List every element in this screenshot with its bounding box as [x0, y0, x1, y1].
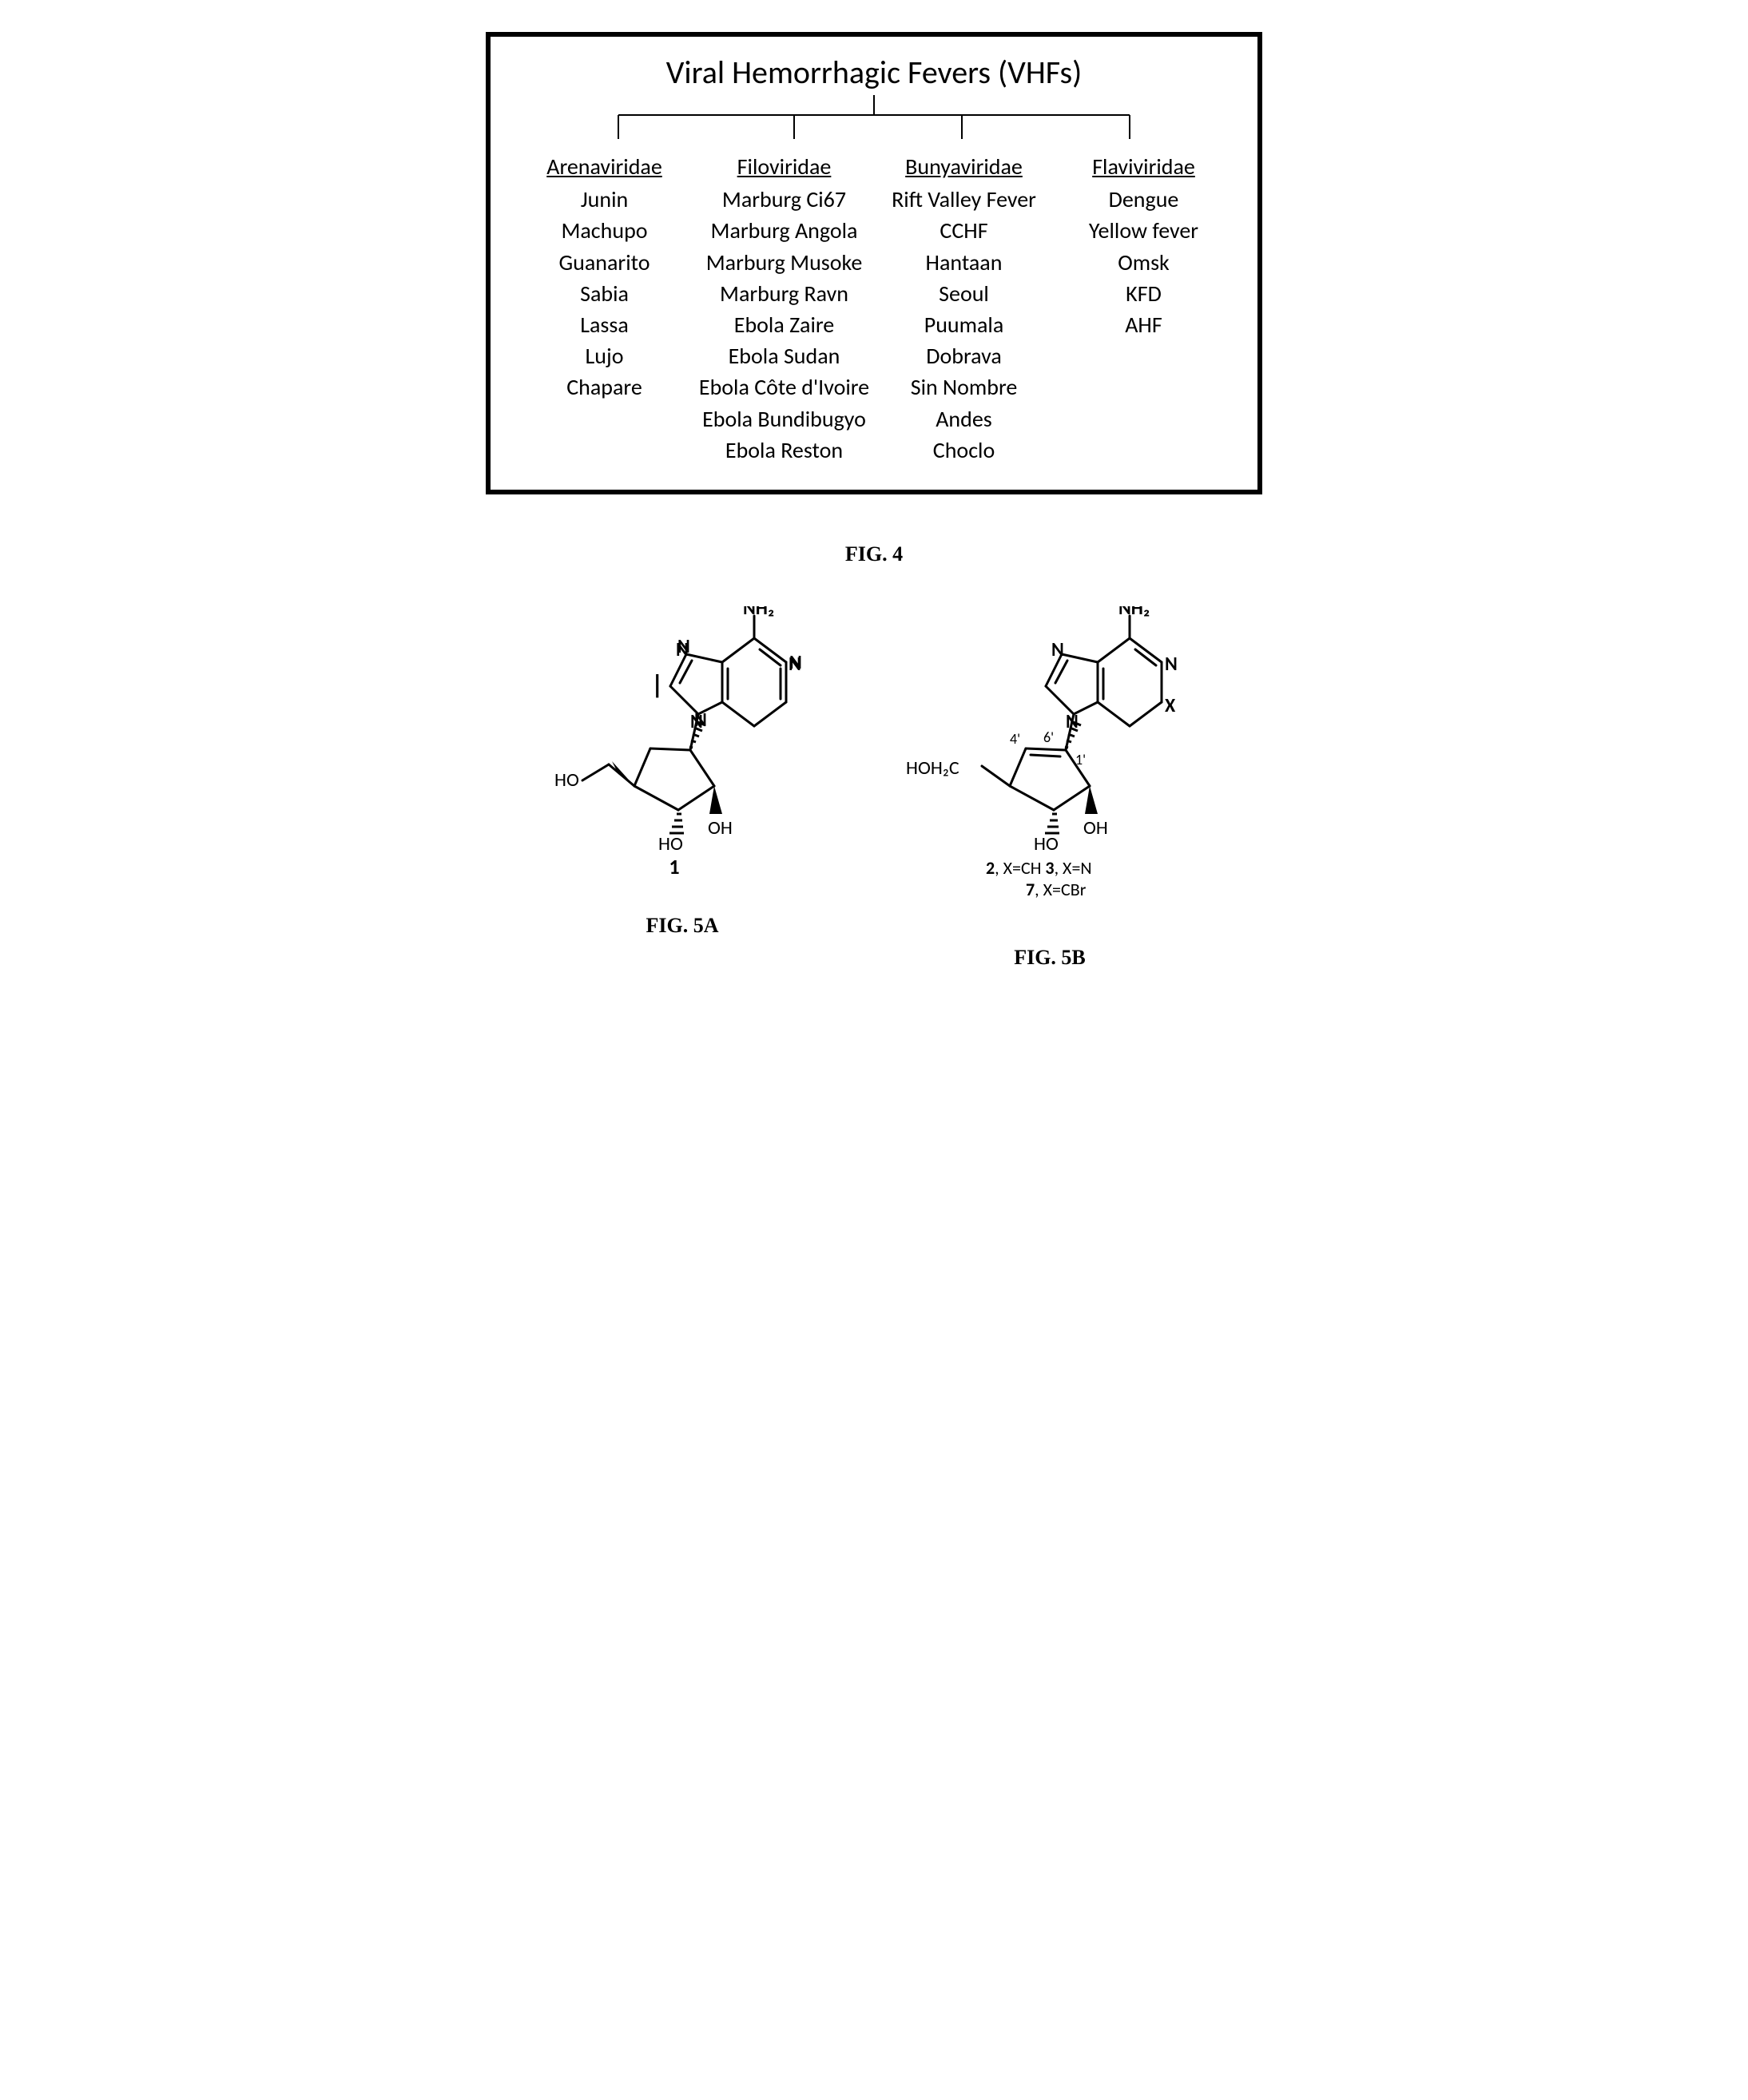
pos-1prime: 1': [1075, 751, 1086, 768]
col-filoviridae: Filoviridae Marburg Ci67 Marburg Angola …: [694, 151, 874, 466]
oh2-label: OH: [708, 816, 733, 840]
svg-text:N: N: [1165, 653, 1178, 676]
list-item: AHF: [1054, 309, 1234, 340]
list-item: Ebola Sudan: [694, 340, 874, 371]
compound-1-label: 1: [669, 854, 679, 878]
fig5a-caption: FIG. 5A: [538, 914, 826, 938]
list-item: Lassa: [514, 309, 694, 340]
list-item: Hantaan: [874, 247, 1054, 278]
list-item: Dengue: [1054, 184, 1234, 215]
list-item: CCHF: [874, 215, 1054, 246]
fig4-columns: Arenaviridae Junin Machupo Guanarito Sab…: [514, 151, 1234, 466]
nh2-label: NH₂: [743, 606, 774, 620]
fig5a-structure: NH₂ N N N ⎮ HO HO OH 1 N N N: [538, 606, 826, 878]
list-item: Seoul: [874, 278, 1054, 309]
fig4-tree-connector: [546, 95, 1202, 143]
svg-text:X: X: [1165, 694, 1176, 717]
svg-text:N: N: [690, 710, 703, 733]
list-item: Yellow fever: [1054, 215, 1234, 246]
list-item: Andes: [874, 403, 1054, 435]
list-item: Omsk: [1054, 247, 1234, 278]
fig5b-structure: NH₂ N N N X HOH₂C HO OH 1' 4' 6' 2, X=CH…: [890, 606, 1210, 910]
col-header: Arenaviridae: [514, 151, 694, 182]
oh3-label: HO: [658, 832, 683, 855]
svg-text:N: N: [1066, 710, 1079, 733]
col-bunyaviridae: Bunyaviridae Rift Valley Fever CCHF Hant…: [874, 151, 1054, 466]
list-item: Sabia: [514, 278, 694, 309]
svg-text:⎮: ⎮: [652, 673, 662, 698]
svg-text:2, X=CH 3, X=N: 2, X=CH 3, X=N: [986, 857, 1092, 879]
list-item: Choclo: [874, 435, 1054, 466]
fig4-caption: FIG. 4: [32, 542, 1716, 566]
list-item: Puumala: [874, 309, 1054, 340]
svg-text:N: N: [1051, 638, 1064, 661]
fig4-title: Viral Hemorrhagic Fevers (VHFs): [514, 53, 1234, 92]
col-flaviviridae: Flaviviridae Dengue Yellow fever Omsk KF…: [1054, 151, 1234, 466]
list-item: Ebola Côte d'Ivoire: [694, 371, 874, 403]
list-item: Sin Nombre: [874, 371, 1054, 403]
fig5-row: NH₂ N N N ⎮ HO HO OH 1 N N N FIG. 5A: [514, 606, 1234, 970]
ho-label: HO: [554, 768, 579, 792]
list-item: Machupo: [514, 215, 694, 246]
list-item: Ebola Bundibugyo: [694, 403, 874, 435]
list-item: Ebola Reston: [694, 435, 874, 466]
col-header: Filoviridae: [694, 151, 874, 182]
svg-text:NH₂: NH₂: [1118, 606, 1150, 620]
fig5b-cell: NH₂ N N N X HOH₂C HO OH 1' 4' 6' 2, X=CH…: [890, 606, 1210, 970]
pos-6prime: 6': [1043, 728, 1054, 746]
pos-4prime: 4': [1010, 730, 1020, 748]
fig5a-cell: NH₂ N N N ⎮ HO HO OH 1 N N N FIG. 5A: [538, 606, 826, 970]
list-item: KFD: [1054, 278, 1234, 309]
fig5b-caption: FIG. 5B: [890, 946, 1210, 970]
list-item: Marburg Musoke: [694, 247, 874, 278]
col-arenaviridae: Arenaviridae Junin Machupo Guanarito Sab…: [514, 151, 694, 466]
list-item: Chapare: [514, 371, 694, 403]
list-item: Rift Valley Fever: [874, 184, 1054, 215]
list-item: Guanarito: [514, 247, 694, 278]
col-header: Flaviviridae: [1054, 151, 1234, 182]
list-item: Marburg Ravn: [694, 278, 874, 309]
col-header: Bunyaviridae: [874, 151, 1054, 182]
svg-text:N: N: [789, 653, 801, 676]
list-item: Junin: [514, 184, 694, 215]
list-item: Lujo: [514, 340, 694, 371]
list-item: Marburg Angola: [694, 215, 874, 246]
list-item: Dobrava: [874, 340, 1054, 371]
list-item: Marburg Ci67: [694, 184, 874, 215]
svg-text:7, X=CBr: 7, X=CBr: [1026, 879, 1087, 900]
list-item: Ebola Zaire: [694, 309, 874, 340]
svg-text:HO: HO: [1034, 832, 1059, 855]
svg-text:N: N: [676, 638, 689, 661]
hoh2c-label: HOH₂C: [906, 756, 959, 780]
fig4-classification-box: Viral Hemorrhagic Fevers (VHFs) Arenavir…: [486, 32, 1262, 494]
svg-text:OH: OH: [1083, 816, 1108, 840]
